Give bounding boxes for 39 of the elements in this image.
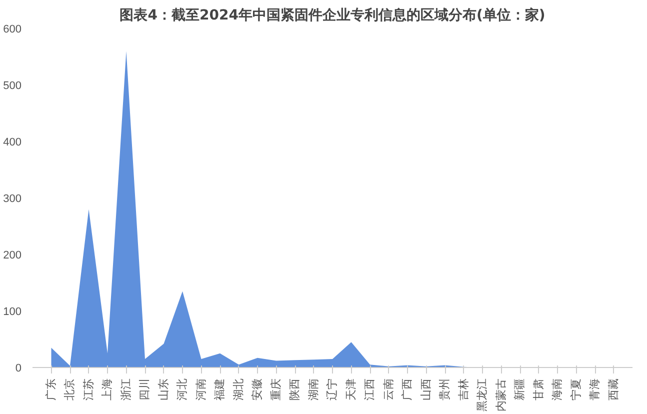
x-tick-label: 广西 (400, 378, 414, 400)
x-tick-label: 浙江 (119, 378, 132, 400)
x-tick-label: 吉林 (456, 378, 470, 400)
x-tick-label: 陕西 (289, 378, 301, 400)
y-tick-label: 100 (3, 306, 22, 318)
x-tick-label: 内蒙古 (494, 378, 508, 412)
x-tick-label: 山西 (419, 378, 432, 400)
x-tick-label: 河南 (194, 378, 208, 400)
x-tick-label: 甘肃 (532, 378, 545, 400)
x-tick-label: 江苏 (82, 378, 95, 400)
x-tick-label: 天津 (344, 378, 358, 400)
x-tick-label: 江西 (364, 378, 376, 400)
x-tick-label: 海南 (550, 378, 564, 400)
x-tick-label: 湖南 (306, 378, 320, 400)
chart-title: 图表4：截至2024年中国紧固件企业专利信息的区域分布(单位：家) (120, 6, 546, 24)
y-tick-label: 300 (3, 193, 22, 205)
x-tick-label: 贵州 (438, 378, 451, 400)
x-tick-label: 福建 (213, 378, 226, 400)
y-tick-label: 0 (15, 362, 22, 374)
x-tick-label: 北京 (63, 378, 76, 400)
y-tick-label: 400 (3, 136, 22, 148)
x-tick-label: 西藏 (606, 378, 620, 400)
x-tick-label: 湖北 (232, 378, 245, 400)
x-tick-label: 宁夏 (569, 378, 582, 400)
x-tick-label: 重庆 (269, 378, 282, 400)
x-tick-label: 辽宁 (326, 378, 338, 400)
x-tick-label: 河北 (176, 378, 188, 400)
x-tick-label: 四川 (138, 378, 151, 400)
x-tick-label: 山东 (156, 378, 170, 400)
x-tick-label: 青海 (588, 378, 601, 400)
x-tick-label: 新疆 (513, 378, 526, 400)
y-tick-label: 200 (3, 250, 22, 262)
x-tick-label: 上海 (100, 378, 114, 400)
y-tick-label: 500 (3, 80, 22, 92)
y-tick-label: 600 (3, 24, 22, 36)
x-tick-label: 黑龙江 (476, 378, 488, 412)
x-tick-label: 云南 (382, 378, 395, 400)
x-tick-label: 安徽 (250, 378, 264, 400)
x-tick-label: 广东 (44, 378, 58, 400)
